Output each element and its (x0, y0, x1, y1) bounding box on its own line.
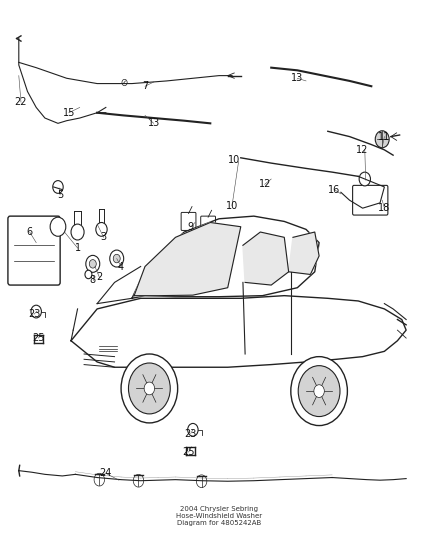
FancyBboxPatch shape (8, 216, 60, 285)
FancyBboxPatch shape (353, 185, 388, 215)
Polygon shape (243, 232, 289, 285)
Text: 18: 18 (378, 203, 391, 213)
Polygon shape (132, 216, 319, 298)
Text: 25: 25 (182, 447, 195, 457)
Circle shape (314, 385, 324, 398)
Text: 6: 6 (27, 227, 33, 237)
Circle shape (86, 255, 100, 272)
FancyBboxPatch shape (201, 216, 215, 234)
Circle shape (121, 354, 178, 423)
Circle shape (96, 222, 107, 236)
Text: 12: 12 (357, 145, 369, 155)
Text: 24: 24 (100, 469, 112, 478)
Circle shape (50, 217, 66, 236)
Circle shape (89, 260, 96, 268)
Polygon shape (289, 232, 319, 274)
Text: 25: 25 (32, 333, 45, 343)
Circle shape (122, 79, 127, 86)
Circle shape (71, 224, 84, 240)
Text: 23: 23 (184, 429, 197, 439)
Polygon shape (71, 296, 406, 367)
Circle shape (196, 475, 207, 488)
Text: 10: 10 (228, 156, 240, 165)
Text: 10: 10 (226, 200, 238, 211)
Polygon shape (134, 222, 241, 296)
Text: 16: 16 (328, 184, 340, 195)
Text: 22: 22 (15, 97, 27, 107)
Text: 11: 11 (378, 132, 391, 142)
Text: 2004 Chrysler Sebring
Hose-Windshield Washer
Diagram for 4805242AB: 2004 Chrysler Sebring Hose-Windshield Wa… (176, 506, 262, 526)
Text: 8: 8 (90, 274, 96, 285)
Circle shape (144, 382, 155, 395)
Circle shape (110, 250, 124, 267)
Circle shape (85, 270, 92, 279)
FancyBboxPatch shape (181, 213, 196, 230)
Text: 23: 23 (28, 309, 40, 319)
Text: 13: 13 (148, 118, 160, 128)
Circle shape (298, 366, 340, 417)
Text: 15: 15 (63, 108, 75, 118)
Text: 12: 12 (258, 179, 271, 189)
Circle shape (187, 423, 198, 436)
Circle shape (53, 181, 63, 193)
Circle shape (113, 254, 120, 263)
Circle shape (359, 172, 371, 186)
Text: 5: 5 (57, 190, 63, 200)
Text: 2: 2 (96, 272, 102, 282)
Text: 3: 3 (101, 232, 107, 243)
Circle shape (375, 131, 389, 148)
Circle shape (31, 305, 42, 318)
Circle shape (133, 474, 144, 487)
Text: 4: 4 (118, 262, 124, 271)
Circle shape (94, 473, 105, 486)
Text: 13: 13 (291, 73, 304, 83)
Text: 1: 1 (74, 243, 81, 253)
Text: 7: 7 (142, 81, 148, 91)
Circle shape (128, 363, 170, 414)
Circle shape (291, 357, 347, 425)
Text: 9: 9 (187, 222, 194, 232)
